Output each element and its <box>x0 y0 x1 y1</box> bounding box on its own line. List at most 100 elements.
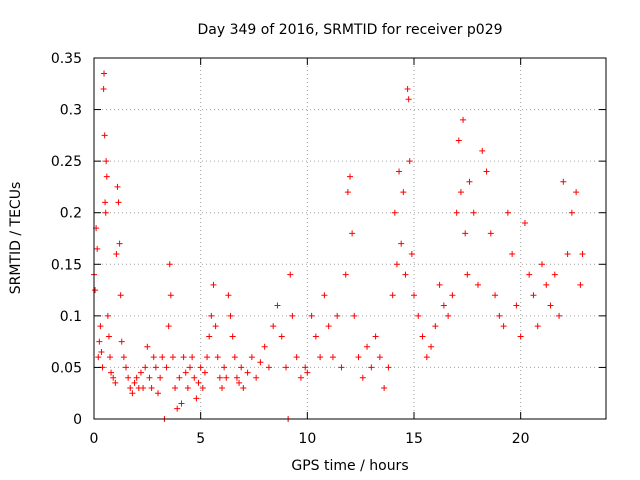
data-point <box>539 261 545 268</box>
data-point <box>560 178 567 185</box>
y-tick-label: 0.3 <box>60 103 82 119</box>
data-point <box>440 302 447 309</box>
data-point <box>308 312 315 319</box>
data-point <box>167 292 174 299</box>
data-point <box>140 385 147 392</box>
data-point <box>372 333 379 340</box>
data-point <box>131 379 138 386</box>
data-point <box>274 302 281 309</box>
data-point <box>329 354 336 361</box>
x-axis-ticks: 0 5 10 15 20 <box>90 58 530 447</box>
y-tick-label: 0.15 <box>51 257 82 273</box>
data-point <box>455 137 462 144</box>
y-tick-label: 0.1 <box>60 309 82 325</box>
data-point <box>411 292 417 299</box>
x-tick-label: 5 <box>196 431 205 447</box>
data-point <box>187 364 193 371</box>
data-point <box>137 369 144 376</box>
data-point <box>470 209 477 216</box>
data-point <box>464 271 471 278</box>
data-point <box>321 292 328 299</box>
data-point <box>216 374 223 381</box>
data-point <box>381 385 388 392</box>
data-point <box>564 250 571 257</box>
data-point <box>105 333 112 340</box>
data-point <box>103 158 110 165</box>
data-point <box>214 354 221 361</box>
data-point <box>102 199 109 206</box>
data-point <box>568 209 575 216</box>
data-point <box>261 343 268 350</box>
data-point <box>92 287 99 294</box>
data-point <box>114 183 121 190</box>
data-point <box>244 369 251 376</box>
data-point <box>180 354 187 361</box>
chart-title: Day 349 of 2016, SRMTID for receiver p02… <box>197 22 502 38</box>
data-point <box>342 271 349 278</box>
data-point <box>184 385 191 392</box>
data-point <box>534 323 541 330</box>
data-point <box>475 281 481 288</box>
data-point <box>406 158 413 165</box>
data-point <box>182 369 189 376</box>
data-point <box>283 364 289 371</box>
data-point <box>142 364 149 371</box>
data-point <box>521 220 528 227</box>
data-point <box>579 250 586 257</box>
x-tick-label: 15 <box>405 431 423 447</box>
data-point <box>229 333 236 340</box>
grid-lines <box>94 58 606 419</box>
data-point <box>302 364 309 371</box>
data-point <box>116 240 123 247</box>
data-point <box>543 281 550 288</box>
x-tick-label: 10 <box>298 431 316 447</box>
data-point <box>123 364 129 371</box>
data-point <box>120 354 127 361</box>
data-point <box>347 173 353 180</box>
data-point <box>101 70 108 77</box>
data-point <box>453 209 460 216</box>
data-point <box>212 323 219 330</box>
data-point <box>233 374 240 381</box>
data-point <box>165 323 172 330</box>
data-point <box>389 292 396 299</box>
data-point <box>500 323 507 330</box>
data-point <box>201 369 208 376</box>
plot-frame <box>93 57 607 420</box>
data-point <box>152 364 159 371</box>
data-point <box>334 312 341 319</box>
data-point <box>163 364 170 371</box>
data-point <box>289 312 296 319</box>
data-point <box>530 292 537 299</box>
data-point <box>513 302 520 309</box>
data-point <box>349 230 356 237</box>
data-point <box>293 354 300 361</box>
data-point <box>129 390 136 397</box>
data-point <box>219 385 225 392</box>
data-point <box>133 374 140 381</box>
data-point <box>385 364 392 371</box>
data-point <box>547 302 554 309</box>
data-point <box>113 250 120 257</box>
data-point <box>312 333 319 340</box>
data-point <box>118 338 125 345</box>
data-point <box>253 374 260 381</box>
data-point <box>398 240 405 247</box>
data-point <box>376 354 383 361</box>
data-point <box>338 364 345 371</box>
data-point <box>445 312 452 319</box>
data-point <box>404 85 411 92</box>
data-point <box>115 199 122 206</box>
data-point <box>325 323 332 330</box>
y-tick-label: 0.25 <box>51 154 82 170</box>
data-point <box>101 132 108 139</box>
data-point <box>112 379 119 386</box>
data-point <box>393 261 400 268</box>
data-point <box>436 281 443 288</box>
data-point <box>428 343 435 350</box>
data-point <box>517 333 524 340</box>
data-point <box>155 390 161 397</box>
data-point <box>496 312 503 319</box>
data-point <box>169 354 176 361</box>
data-point <box>227 312 234 319</box>
